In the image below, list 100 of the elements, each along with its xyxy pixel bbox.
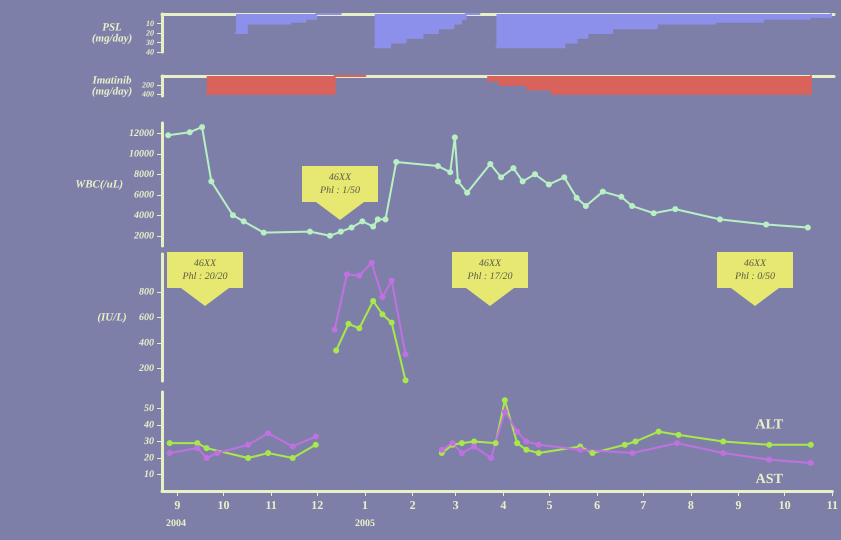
x-tick-label: 6 [594,498,600,512]
y-tick-label: 30 [145,38,154,47]
y-tick-label: 10 [144,469,154,480]
series-label: ALT [756,417,784,432]
point [402,377,409,384]
point [629,203,636,210]
point [165,132,172,138]
point [306,228,313,235]
series-label: AST [756,472,784,488]
point [532,171,538,178]
point [356,272,362,279]
point [656,428,662,435]
point [452,134,458,140]
point [374,216,381,222]
point [536,450,542,456]
point [488,455,494,461]
point [338,228,344,235]
y-tick-label: 20 [145,28,154,38]
point [290,443,296,450]
y-tick-label: 50 [144,403,154,414]
x-tick-label: 8 [688,498,694,512]
point [766,442,772,448]
y-tick-label: 800 [139,286,154,298]
point [348,224,355,231]
point [458,450,465,456]
annotation: 46XX Phl : 20/20 [167,252,243,288]
point [808,442,814,448]
x-tick-label: 3 [452,498,459,512]
y-tick-label: 10000 [129,148,154,160]
x-tick-label: 7 [640,498,646,512]
point [629,450,636,456]
point [240,218,247,224]
point [204,455,210,461]
x-tick-label: 10 [218,498,230,512]
y-tick-label: 8000 [134,168,154,180]
point [536,442,542,448]
point [804,224,811,231]
point [808,460,814,466]
point [370,224,376,230]
point [370,298,376,304]
point [622,442,628,448]
point [194,440,200,446]
point [344,271,350,278]
point [546,182,552,188]
point [194,445,200,452]
y-tick-label: 20 [143,452,154,464]
point [379,294,386,300]
x-tick-label: 2 [410,498,416,512]
point [214,450,220,456]
point [561,174,568,180]
point [618,194,624,200]
point [438,446,445,453]
point [523,438,530,444]
point [763,221,770,228]
point [492,440,499,446]
point [464,190,470,196]
point [498,174,504,180]
point [230,212,236,218]
y-tick-label: 200 [141,80,154,90]
y-tick-label: 30 [143,436,154,447]
text: 2004 [166,518,186,529]
x-tick-label: 10 [778,498,791,512]
annotation: 46XX Phl : 17/20 [452,252,528,288]
point [186,129,193,136]
point [510,165,516,172]
point [471,438,478,444]
y-tick-label: 200 [138,362,154,374]
annotation: 46XX Phl : 1/50 [302,166,378,202]
point [523,446,530,453]
y-tick-label: 12000 [129,128,154,139]
point [312,434,319,440]
point [393,158,400,165]
point [454,178,461,184]
point [487,161,494,167]
x-tick-label: 11 [826,498,838,512]
point [332,326,338,333]
point [577,446,584,453]
annotation: 46XX Phl : 0/50 [717,252,793,288]
y-tick-label: 400 [138,337,154,348]
point [204,445,210,452]
y-tick-label: 2000 [133,230,154,242]
point [600,188,606,195]
y-tick-label: 400 [141,89,154,98]
y-axis-title: Imatinib (mg/day) [91,74,132,98]
point [265,450,272,456]
text: 2005 [355,518,375,529]
point [766,456,772,463]
point [379,311,386,318]
point [346,320,352,327]
point [434,163,441,170]
point [245,442,252,448]
y-axis-title: PSL (mg/day) [92,22,132,44]
x-tick-label: 1 [362,498,368,512]
x-tick-label: 4 [500,498,506,512]
point [589,450,596,456]
point [720,438,726,444]
y-tick-label: 6000 [134,189,154,200]
point [290,455,296,461]
y-tick-label: 40 [143,420,154,430]
y-tick-label: 600 [139,312,154,323]
